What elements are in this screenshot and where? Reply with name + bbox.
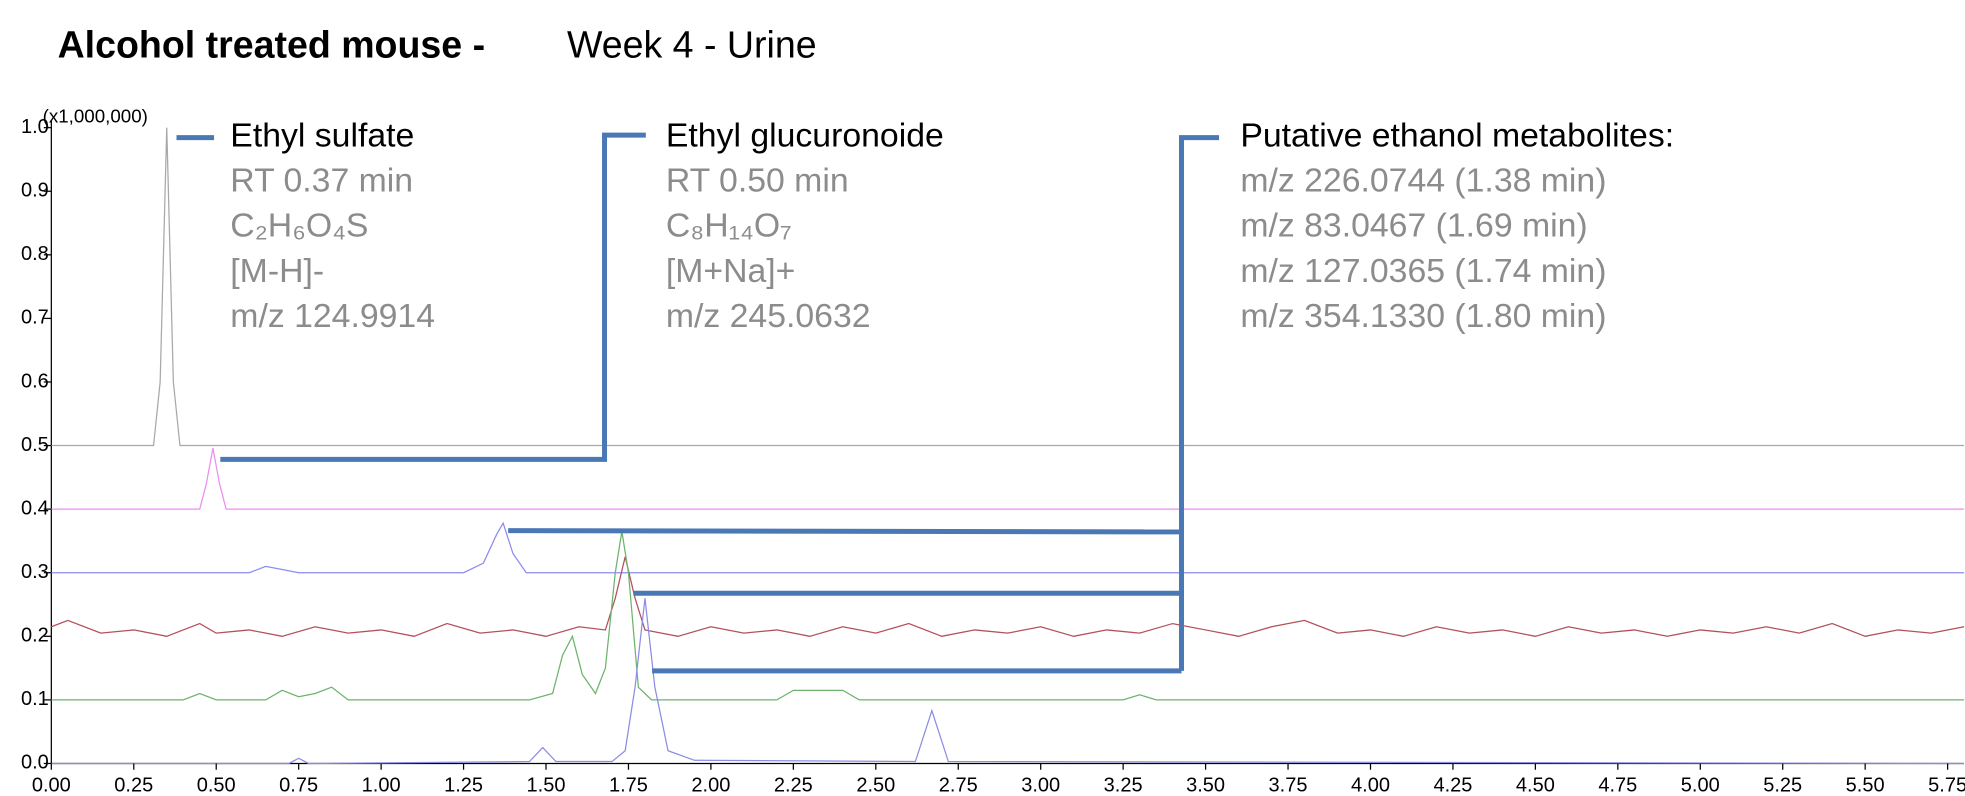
y-tick-label: 0.7 — [21, 307, 49, 329]
title-rest: Week 4 - Urine — [567, 23, 817, 65]
y-tick-label: 0.8 — [21, 243, 49, 265]
y-tick-label: 1.0 — [21, 116, 49, 138]
annotation-line: RT 0.37 min — [230, 162, 413, 200]
trace — [51, 598, 1965, 765]
x-tick-label: 5.50 — [1846, 774, 1885, 796]
annotation-line: m/z 83.0467 (1.69 min) — [1240, 207, 1587, 245]
y-tick-label: 0.3 — [21, 561, 49, 583]
x-tick-label: 4.50 — [1516, 774, 1555, 796]
annotation-line: m/z 124.9914 — [230, 297, 435, 335]
x-tick-label: 4.00 — [1351, 774, 1390, 796]
annotation-line: m/z 354.1330 (1.80 min) — [1240, 297, 1606, 335]
x-tick-label: 3.50 — [1186, 774, 1225, 796]
annotation-line: C₈H₁₄O₇ — [666, 207, 792, 245]
annotation-line: [M-H]- — [230, 252, 324, 290]
x-tick-label: 3.25 — [1104, 774, 1143, 796]
y-multiplier: (x1,000,000) — [43, 106, 148, 127]
x-tick-label: 1.00 — [362, 774, 401, 796]
x-tick-label: 5.25 — [1763, 774, 1802, 796]
x-tick-label: 3.00 — [1021, 774, 1060, 796]
connector — [220, 132, 646, 462]
annotation-head: Ethyl glucuronoide — [666, 117, 944, 155]
traces — [51, 127, 1965, 765]
x-tick-label: 1.25 — [444, 774, 483, 796]
y-tick-label: 0.5 — [21, 434, 49, 456]
connector — [1178, 135, 1220, 671]
annotation-line: RT 0.50 min — [666, 162, 849, 200]
annotation-line: m/z 245.0632 — [666, 297, 871, 335]
annotation-line: [M+Na]+ — [666, 252, 796, 290]
title-bold: Alcohol treated mouse - — [58, 23, 486, 65]
x-tick-label: 0.50 — [197, 774, 236, 796]
y-tick-label: 0.4 — [21, 497, 49, 519]
x-tick-label: 1.50 — [527, 774, 566, 796]
x-tick-label: 0.25 — [114, 774, 153, 796]
x-tick-label: 4.75 — [1598, 774, 1637, 796]
x-tick-label: 2.25 — [774, 774, 813, 796]
annotation-line: C₂H₆O₄S — [230, 207, 368, 245]
x-tick-label: 2.50 — [856, 774, 895, 796]
annotations: Ethyl sulfate RT 0.37 min C₂H₆O₄S [M-H]- m/z… — [230, 117, 1674, 335]
trace — [51, 127, 1965, 447]
x-tick-label: 5.75 — [1928, 774, 1965, 796]
y-tick-label: 0.6 — [21, 370, 49, 392]
annotation-head: Ethyl sulfate — [230, 117, 414, 155]
trace — [51, 556, 1965, 637]
trace — [51, 531, 1965, 701]
annotation-line: m/z 226.0744 (1.38 min) — [1240, 162, 1606, 200]
y-tick-label: 0.9 — [21, 180, 49, 202]
y-tick-label: 0.1 — [21, 688, 49, 710]
x-tick-label: 0.75 — [279, 774, 318, 796]
x-tick-label: 3.75 — [1269, 774, 1308, 796]
y-tick-label: 0.2 — [21, 625, 49, 647]
x-tick-label: 0.00 — [32, 774, 71, 796]
connector — [508, 528, 1182, 535]
trace — [51, 447, 1965, 510]
x-tick-label: 2.00 — [691, 774, 730, 796]
x-tick-label: 1.75 — [609, 774, 648, 796]
x-tick-label: 2.75 — [939, 774, 978, 796]
x-tick-label: 4.25 — [1433, 774, 1472, 796]
connectors — [176, 132, 1220, 674]
y-tick-label: 0.0 — [21, 752, 49, 774]
annotation-head: Putative ethanol metabolites: — [1240, 117, 1674, 155]
annotation-line: m/z 127.0365 (1.74 min) — [1240, 252, 1606, 290]
x-tick-label: 5.00 — [1681, 774, 1720, 796]
trace — [51, 521, 1965, 574]
